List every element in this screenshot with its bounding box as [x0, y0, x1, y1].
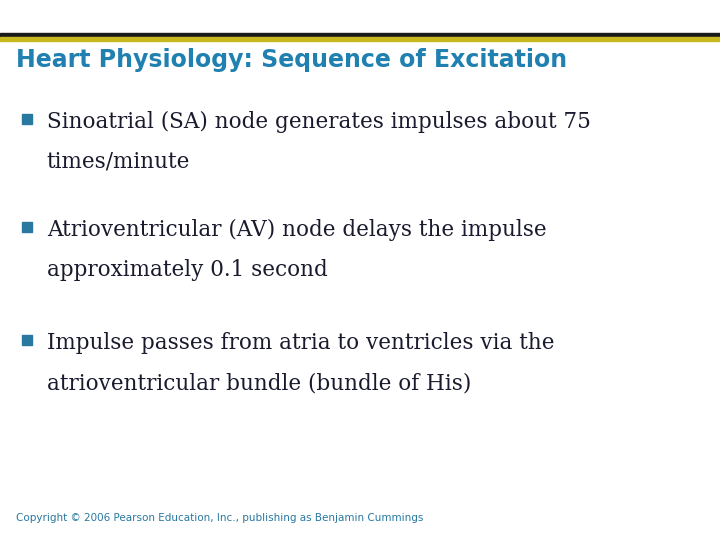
Text: Copyright © 2006 Pearson Education, Inc., publishing as Benjamin Cummings: Copyright © 2006 Pearson Education, Inc.… — [16, 514, 423, 523]
Text: Atrioventricular (AV) node delays the impulse: Atrioventricular (AV) node delays the im… — [47, 219, 546, 240]
Text: approximately 0.1 second: approximately 0.1 second — [47, 259, 328, 281]
Text: atrioventricular bundle (bundle of His): atrioventricular bundle (bundle of His) — [47, 373, 471, 394]
Text: Heart Physiology: Sequence of Excitation: Heart Physiology: Sequence of Excitation — [16, 49, 567, 72]
Bar — [0, 37, 720, 40]
Bar — [0, 33, 720, 37]
Text: times/minute: times/minute — [47, 151, 190, 173]
Text: Impulse passes from atria to ventricles via the: Impulse passes from atria to ventricles … — [47, 332, 554, 354]
Text: Sinoatrial (SA) node generates impulses about 75: Sinoatrial (SA) node generates impulses … — [47, 111, 590, 132]
